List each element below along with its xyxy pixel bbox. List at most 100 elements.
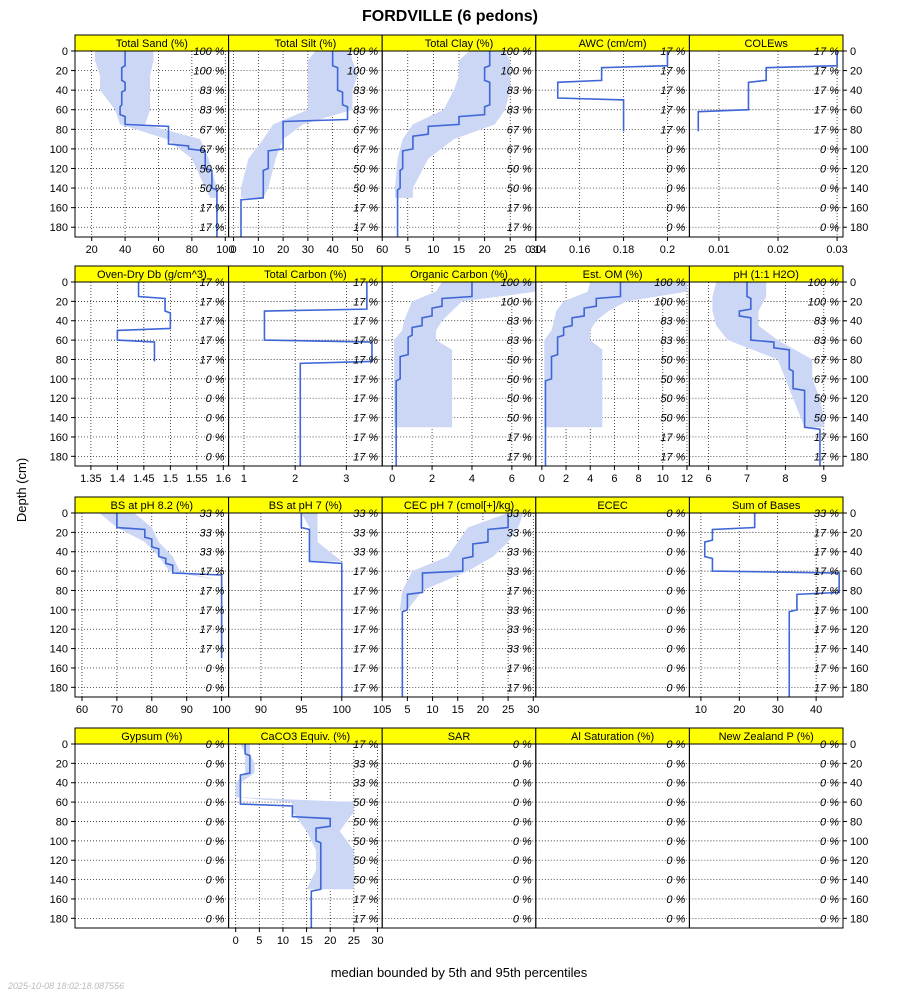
x-tick-label: 20 xyxy=(86,244,98,256)
percent-label: 0 % xyxy=(513,913,532,925)
percent-label: 0 % xyxy=(820,797,839,809)
x-tick-label: 90 xyxy=(181,704,193,716)
percent-label: 0 % xyxy=(206,413,225,425)
x-tick-label: 8 xyxy=(636,473,642,485)
percent-label: 33 % xyxy=(507,527,532,539)
percent-label: 17 % xyxy=(814,663,839,675)
percent-label: 83 % xyxy=(660,335,685,347)
x-tick-label: 0 xyxy=(539,473,545,485)
percent-label: 0 % xyxy=(206,855,225,867)
x-tick-label: 10 xyxy=(277,935,289,947)
percent-label: 100 % xyxy=(501,66,532,78)
percent-label: 67 % xyxy=(200,144,225,156)
percent-label: 33 % xyxy=(353,508,378,520)
percent-label: 67 % xyxy=(814,354,839,366)
percent-label: 17 % xyxy=(353,374,378,386)
percent-label: 67 % xyxy=(353,124,378,136)
x-tick-label: 3 xyxy=(343,473,349,485)
percent-label: 0 % xyxy=(666,183,685,195)
percent-label: 17 % xyxy=(814,605,839,617)
percent-label: 100 % xyxy=(654,277,685,289)
percent-label: 0 % xyxy=(820,913,839,925)
x-tick-label: 10 xyxy=(695,704,707,716)
percent-label: 33 % xyxy=(200,547,225,559)
depth-tick-label: 160 xyxy=(50,203,68,215)
x-tick-label: 0 xyxy=(389,473,395,485)
depth-tick-label: 120 xyxy=(50,393,68,405)
panel-frame xyxy=(688,743,844,929)
depth-tick-label: 80 xyxy=(56,585,68,597)
percent-label: 17 % xyxy=(200,222,225,234)
x-tick-label: 80 xyxy=(186,244,198,256)
depth-tick-label: 60 xyxy=(56,105,68,117)
percent-label: 17 % xyxy=(814,682,839,694)
percent-label: 17 % xyxy=(353,605,378,617)
percent-label: 17 % xyxy=(814,46,839,58)
percent-label: 17 % xyxy=(200,566,225,578)
percent-label: 0 % xyxy=(666,222,685,234)
percent-label: 33 % xyxy=(507,605,532,617)
depth-tick-label: 140 xyxy=(850,413,868,425)
percent-label: 67 % xyxy=(507,144,532,156)
percent-label: 50 % xyxy=(353,836,378,848)
x-tick-label: 10 xyxy=(657,473,669,485)
percent-label: 17 % xyxy=(814,85,839,97)
x-tick-label: 10 xyxy=(427,244,439,256)
median-line xyxy=(396,51,491,237)
depth-tick-label: 40 xyxy=(850,316,862,328)
depth-tick-label: 0 xyxy=(62,739,68,751)
percent-label: 50 % xyxy=(353,816,378,828)
percent-label: 17 % xyxy=(660,105,685,117)
panel-title: Organic Carbon (%) xyxy=(410,269,508,281)
percent-label: 17 % xyxy=(353,354,378,366)
percentile-band xyxy=(394,282,536,428)
percent-label: 17 % xyxy=(353,585,378,597)
panel-10: pH (1:1 H2O) 100 % 100 % 83 % 83 % 67 % 67 % 50… xyxy=(688,265,868,485)
x-tick-label: 1.45 xyxy=(133,473,154,485)
x-tick-label: 105 xyxy=(373,704,391,716)
depth-tick-label: 60 xyxy=(850,797,862,809)
percent-label: 17 % xyxy=(814,547,839,559)
x-tick-label: 40 xyxy=(119,244,131,256)
percent-label: 17 % xyxy=(353,393,378,405)
x-tick-label: 90 xyxy=(255,704,267,716)
percent-label: 0 % xyxy=(666,644,685,656)
panel-title: Sum of Bases xyxy=(732,500,801,512)
percent-label: 33 % xyxy=(507,508,532,520)
percent-label: 100 % xyxy=(501,296,532,308)
percent-label: 17 % xyxy=(507,663,532,675)
percent-label: 50 % xyxy=(200,183,225,195)
percent-label: 50 % xyxy=(507,413,532,425)
percent-label: 0 % xyxy=(666,547,685,559)
depth-tick-label: 120 xyxy=(50,163,68,175)
depth-tick-label: 120 xyxy=(50,855,68,867)
x-tick-label: 60 xyxy=(152,244,164,256)
panel-3: Total Clay (%) 100 % 100 % 83 % 83 % 67 % 67 %… xyxy=(381,34,542,256)
percent-label: 17 % xyxy=(660,46,685,58)
percent-label: 100 % xyxy=(347,46,378,58)
x-tick-label: 6 xyxy=(706,473,712,485)
percent-label: 50 % xyxy=(507,183,532,195)
percent-label: 83 % xyxy=(200,85,225,97)
x-tick-label: 25 xyxy=(502,704,514,716)
depth-tick-label: 60 xyxy=(56,797,68,809)
percent-label: 83 % xyxy=(353,105,378,117)
percent-label: 100 % xyxy=(193,66,224,78)
depth-tick-label: 80 xyxy=(850,354,862,366)
percent-label: 50 % xyxy=(814,413,839,425)
x-tick-label: 60 xyxy=(376,244,388,256)
percent-label: 0 % xyxy=(820,183,839,195)
percent-label: 33 % xyxy=(353,758,378,770)
depth-tick-label: 140 xyxy=(850,183,868,195)
percent-label: 17 % xyxy=(814,105,839,117)
depth-tick-label: 180 xyxy=(850,222,868,234)
median-line xyxy=(240,51,349,237)
x-tick-label: 0 xyxy=(233,935,239,947)
percent-label: 100 % xyxy=(501,277,532,289)
percent-label: 17 % xyxy=(200,605,225,617)
percent-label: 17 % xyxy=(507,432,532,444)
percent-label: 0 % xyxy=(666,163,685,175)
percent-label: 17 % xyxy=(353,663,378,675)
median-line xyxy=(116,513,223,659)
percent-label: 50 % xyxy=(353,163,378,175)
